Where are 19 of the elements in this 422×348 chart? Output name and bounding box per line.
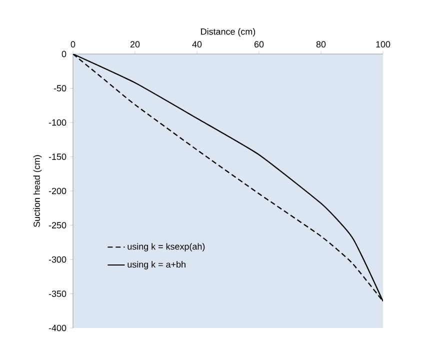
legend-label: using k = ksexp(ah)	[128, 243, 205, 252]
y-tick-label: -300	[48, 256, 66, 263]
y-tick-label: -100	[48, 119, 66, 126]
x-tick-label: 40	[192, 41, 202, 48]
y-tick-label: -400	[48, 324, 66, 332]
x-tick-label: 20	[130, 41, 140, 48]
y-tick-label: -150	[48, 154, 66, 160]
y-tick-label: -200	[48, 188, 66, 194]
y-tick-label: -250	[48, 222, 66, 228]
y-axis-title: Suction head (cm)	[33, 155, 42, 227]
legend-label: using k = a+bh	[128, 261, 186, 270]
y-tick-label: -350	[48, 290, 66, 297]
x-axis-title: Distance (cm)	[201, 28, 256, 37]
y-tick-label: 0	[62, 50, 66, 58]
y-tick-label: -50	[54, 85, 66, 92]
x-tick-label: 0	[70, 41, 76, 48]
x-tick-label: 80	[316, 41, 326, 48]
x-tick-label: 60	[254, 41, 264, 48]
x-tick-label: 100	[376, 41, 390, 48]
